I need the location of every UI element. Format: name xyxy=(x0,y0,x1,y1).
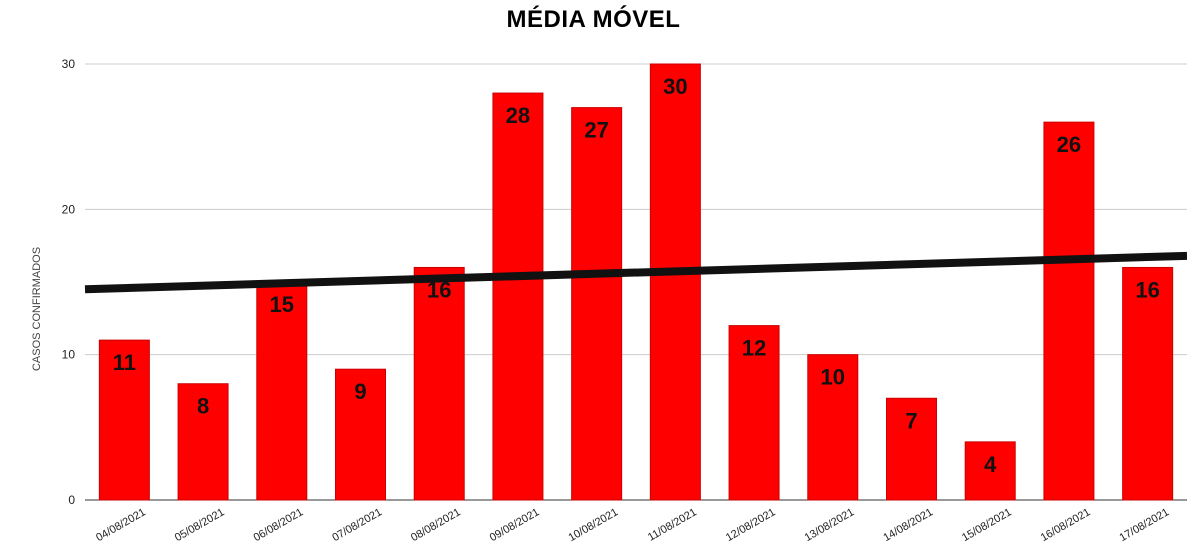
y-tick-label: 20 xyxy=(62,202,76,216)
data-label: 12 xyxy=(742,336,766,361)
data-label: 15 xyxy=(270,292,294,317)
data-label: 4 xyxy=(984,452,997,477)
bar xyxy=(1043,121,1095,501)
bar xyxy=(256,281,308,501)
data-label: 8 xyxy=(197,394,209,419)
data-label: 28 xyxy=(506,103,530,128)
x-tick-label: 09/08/2021 xyxy=(488,506,542,544)
x-tick-label: 12/08/2021 xyxy=(724,506,778,544)
bar xyxy=(728,325,780,501)
x-tick-label: 10/08/2021 xyxy=(566,506,620,544)
chart-title: MÉDIA MÓVEL xyxy=(506,6,681,33)
bar xyxy=(413,266,465,501)
x-tick-label: 11/08/2021 xyxy=(646,506,699,544)
bars xyxy=(98,63,1174,501)
x-tick-label: 13/08/2021 xyxy=(803,506,857,544)
bar xyxy=(886,397,937,501)
y-tick-label: 10 xyxy=(62,348,76,362)
data-label: 16 xyxy=(1135,277,1159,302)
bar xyxy=(649,63,701,501)
bar xyxy=(335,368,386,501)
bar xyxy=(98,339,150,501)
data-label: 11 xyxy=(113,350,136,375)
data-label: 30 xyxy=(663,74,687,99)
x-tick-label: 06/08/2021 xyxy=(252,506,306,544)
x-tick-label: 04/08/2021 xyxy=(94,506,148,544)
data-label: 9 xyxy=(354,379,366,404)
x-tick-label: 14/08/2021 xyxy=(881,506,935,544)
x-tick-label: 05/08/2021 xyxy=(173,506,227,544)
bar xyxy=(807,354,859,501)
y-tick-label: 30 xyxy=(62,57,76,71)
data-labels: 11 8 15 9 16 28 27 30 12 10 7 4 26 16 xyxy=(113,74,1160,477)
y-axis-ticks: 0 10 20 30 xyxy=(62,57,76,507)
bar xyxy=(177,383,229,501)
bar xyxy=(964,441,1016,501)
x-tick-label: 07/08/2021 xyxy=(330,506,384,544)
x-tick-label: 17/08/2021 xyxy=(1117,506,1171,544)
data-label: 16 xyxy=(427,277,451,302)
x-tick-label: 15/08/2021 xyxy=(960,506,1014,544)
x-tick-label: 08/08/2021 xyxy=(409,506,463,544)
data-label: 7 xyxy=(905,408,917,433)
data-label: 27 xyxy=(584,118,608,143)
x-tick-label: 16/08/2021 xyxy=(1039,506,1093,544)
y-tick-label: 0 xyxy=(68,493,75,507)
bar xyxy=(1122,266,1174,501)
trendline xyxy=(84,251,1187,294)
bar xyxy=(492,92,544,501)
bar xyxy=(571,107,623,501)
data-label: 10 xyxy=(821,365,845,390)
y-axis-label: CASOS CONFIRMADOS xyxy=(31,247,43,371)
x-axis-ticks: 04/08/2021 05/08/2021 06/08/2021 07/08/2021… xyxy=(94,506,1171,544)
trendline-group xyxy=(84,251,1187,294)
data-label: 26 xyxy=(1057,132,1081,157)
